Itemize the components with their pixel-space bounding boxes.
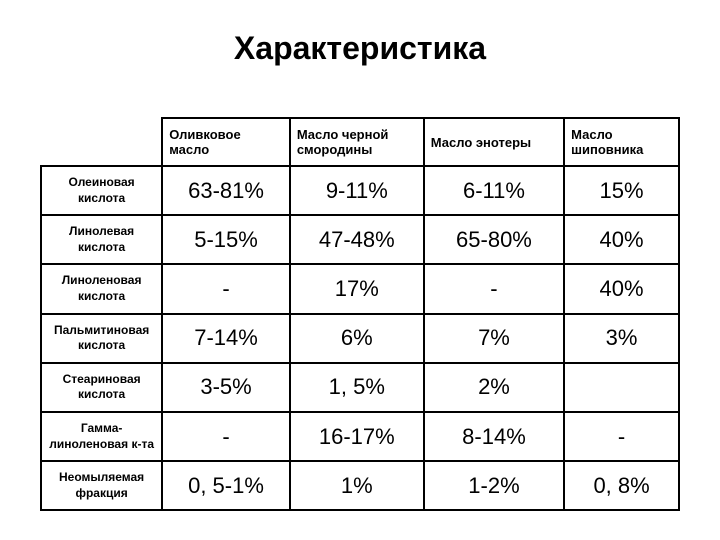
data-cell: - xyxy=(162,412,290,461)
table-row: Олеиновая кислота 63-81% 9-11% 6-11% 15% xyxy=(41,166,679,215)
row-label: Неомыляемая фракция xyxy=(41,461,162,510)
data-cell: 0, 5-1% xyxy=(162,461,290,510)
data-cell: 7-14% xyxy=(162,314,290,363)
data-cell: 1% xyxy=(290,461,424,510)
data-cell: 17% xyxy=(290,264,424,313)
data-cell: 5-15% xyxy=(162,215,290,264)
data-cell: 3% xyxy=(564,314,679,363)
data-cell: 40% xyxy=(564,215,679,264)
table-header-row: Оливковое масло Масло черной смородины М… xyxy=(41,118,679,166)
data-cell: 8-14% xyxy=(424,412,564,461)
row-label: Линоленовая кислота xyxy=(41,264,162,313)
row-label: Стеариновая кислота xyxy=(41,363,162,412)
data-cell xyxy=(564,363,679,412)
data-cell: 7% xyxy=(424,314,564,363)
table-row: Стеариновая кислота 3-5% 1, 5% 2% xyxy=(41,363,679,412)
col-header: Масло черной смородины xyxy=(290,118,424,166)
table-row: Линолевая кислота 5-15% 47-48% 65-80% 40… xyxy=(41,215,679,264)
data-cell: 63-81% xyxy=(162,166,290,215)
data-cell: 3-5% xyxy=(162,363,290,412)
col-header: Масло энотеры xyxy=(424,118,564,166)
data-cell: 0, 8% xyxy=(564,461,679,510)
data-cell: 1-2% xyxy=(424,461,564,510)
data-cell: - xyxy=(162,264,290,313)
data-cell: 6% xyxy=(290,314,424,363)
slide-title: Характеристика xyxy=(40,30,680,67)
data-cell: 47-48% xyxy=(290,215,424,264)
col-header: Оливковое масло xyxy=(162,118,290,166)
row-label: Олеиновая кислота xyxy=(41,166,162,215)
row-label: Линолевая кислота xyxy=(41,215,162,264)
data-cell: 65-80% xyxy=(424,215,564,264)
characteristics-table: Оливковое масло Масло черной смородины М… xyxy=(40,117,680,511)
table-row: Неомыляемая фракция 0, 5-1% 1% 1-2% 0, 8… xyxy=(41,461,679,510)
data-cell: 40% xyxy=(564,264,679,313)
table-row: Гамма-линоленовая к-та - 16-17% 8-14% - xyxy=(41,412,679,461)
data-cell: 6-11% xyxy=(424,166,564,215)
data-cell: 2% xyxy=(424,363,564,412)
table-row: Линоленовая кислота - 17% - 40% xyxy=(41,264,679,313)
col-header: Масло шиповника xyxy=(564,118,679,166)
corner-cell xyxy=(41,118,162,166)
data-cell: 1, 5% xyxy=(290,363,424,412)
data-cell: - xyxy=(564,412,679,461)
data-cell: - xyxy=(424,264,564,313)
data-cell: 9-11% xyxy=(290,166,424,215)
data-cell: 16-17% xyxy=(290,412,424,461)
row-label: Гамма-линоленовая к-та xyxy=(41,412,162,461)
row-label: Пальмитиновая кислота xyxy=(41,314,162,363)
table-row: Пальмитиновая кислота 7-14% 6% 7% 3% xyxy=(41,314,679,363)
data-cell: 15% xyxy=(564,166,679,215)
